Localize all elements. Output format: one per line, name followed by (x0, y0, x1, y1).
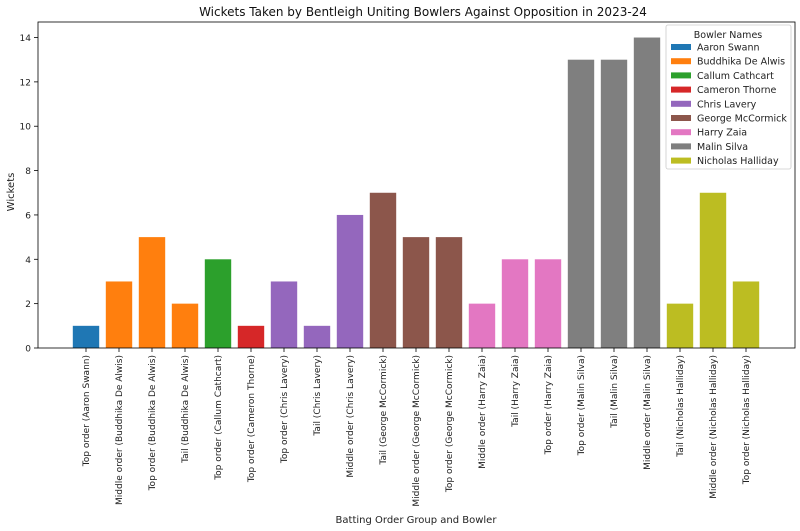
bar (600, 59, 628, 348)
x-tick-label: Tail (Malin Silva) (610, 355, 620, 429)
x-tick-label: Middle order (Malin Silva) (643, 355, 653, 470)
x-tick-label: Top order (Buddhika De Alwis) (148, 355, 158, 491)
bar (237, 325, 265, 348)
x-tick-label: Middle order (Buddhika De Alwis) (115, 355, 125, 505)
bar (72, 325, 100, 348)
x-tick-label: Top order (Callum Cathcart) (214, 355, 224, 481)
legend-entry: Buddhika De Alwis (697, 57, 785, 68)
legend-swatch (671, 129, 691, 136)
legend-box (665, 24, 792, 170)
bar (666, 303, 694, 348)
y-tick-label: 6 (25, 211, 31, 221)
x-tick-label: Middle order (George McCormick) (412, 355, 422, 507)
legend-swatch (671, 143, 691, 150)
y-tick-label: 10 (20, 123, 32, 133)
legend-swatch (671, 115, 691, 121)
bar (534, 259, 562, 348)
x-axis-label: Batting Order Group and Bowler (336, 515, 498, 526)
x-tick-label: Top order (Harry Zaia) (544, 355, 554, 455)
bar (171, 303, 199, 348)
legend-entry: Malin Silva (697, 142, 748, 153)
bar (501, 259, 529, 348)
bar (402, 237, 430, 348)
plot-frame (37, 21, 796, 349)
legend-entry: Nicholas Halliday (697, 156, 779, 167)
legend-entry: Harry Zaia (697, 128, 747, 139)
bar (468, 303, 496, 348)
legend-swatch (671, 58, 691, 65)
bar (204, 259, 232, 348)
legend-title: Bowler Names (694, 30, 763, 41)
x-tick-label: Top order (George McCormick) (445, 355, 455, 493)
bar (699, 192, 727, 348)
x-tick-label: Tail (George McCormick) (379, 355, 389, 466)
y-axis-label: Wickets (6, 173, 17, 212)
bar (336, 214, 364, 348)
bar (270, 281, 298, 348)
bar (633, 37, 661, 349)
bar (732, 281, 760, 348)
legend-swatch (671, 44, 691, 50)
x-tick-label: Tail (Buddhika De Alwis) (181, 355, 191, 464)
y-tick-label: 14 (20, 34, 32, 44)
bar (105, 281, 133, 348)
x-tick-label: Top order (Chris Lavery) (280, 355, 290, 464)
legend-swatch (671, 157, 691, 164)
y-tick-label: 4 (25, 256, 31, 266)
x-tick-label: Top order (Malin Silva) (577, 355, 587, 456)
bar (138, 237, 166, 348)
x-tick-label: Top order (Nicholas Halliday) (742, 355, 752, 485)
legend-entry: Aaron Swann (697, 43, 760, 54)
legend: Bowler Names Aaron Swann Buddhika De Alwi… (665, 24, 792, 170)
chart-title: Wickets Taken by Bentleigh Uniting Bowle… (199, 5, 647, 19)
x-tick-label: Top order (Aaron Swann) (82, 355, 92, 467)
y-tick-label: 8 (25, 167, 31, 177)
legend-entry: Cameron Thorne (697, 85, 776, 96)
legend-swatch (671, 72, 691, 79)
x-tick-label: Tail (Nicholas Halliday) (676, 355, 686, 458)
legend-entry: Callum Cathcart (697, 71, 774, 82)
bar (567, 59, 595, 348)
legend-entry: Chris Lavery (697, 99, 757, 110)
legend-entry: George McCormick (697, 114, 787, 125)
y-tick-label: 0 (25, 345, 31, 355)
bar (303, 325, 331, 348)
y-tick-label: 2 (25, 300, 31, 310)
legend-swatch (671, 86, 691, 93)
x-tick-label: Tail (Chris Lavery) (313, 355, 323, 437)
x-tick-label: Middle order (Nicholas Halliday) (709, 355, 719, 499)
x-tick-label: Middle order (Harry Zaia) (478, 355, 488, 469)
legend-swatch (671, 100, 691, 107)
bar (435, 237, 463, 348)
x-tick-label: Middle order (Chris Lavery) (346, 355, 356, 478)
x-tick-label: Top order (Cameron Thorne) (247, 355, 257, 483)
y-tick-label: 12 (20, 78, 31, 88)
x-tick-label: Tail (Harry Zaia) (511, 355, 521, 428)
bar (369, 192, 397, 348)
